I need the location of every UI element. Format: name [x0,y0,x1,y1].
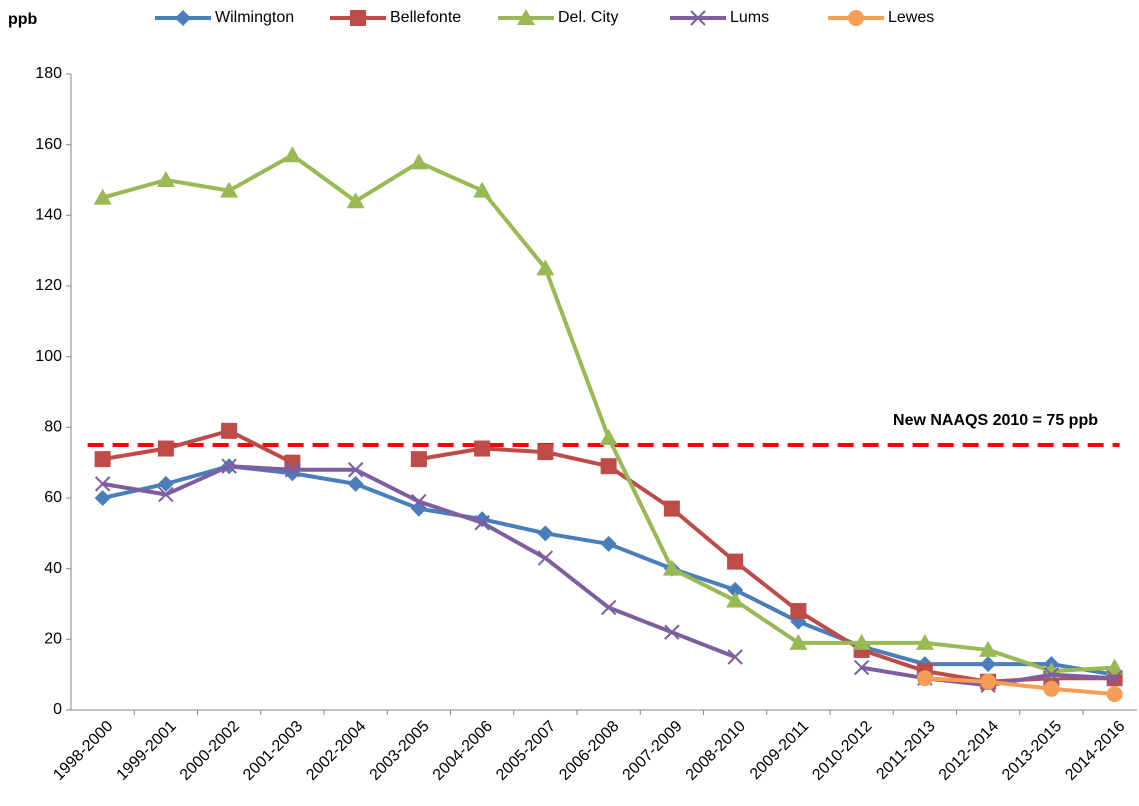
y-tick-label: 40 [44,560,62,577]
y-tick-label: 160 [35,136,62,153]
x-tick-label: 2012-2014 [936,718,1002,784]
legend-label: Wilmington [215,9,294,26]
point [347,462,364,478]
point [916,670,933,687]
x-tick-label: 2006-2008 [556,718,622,784]
y-tick-label: 60 [44,489,62,506]
x-tick-label: 2005-2007 [493,718,559,784]
point [517,9,535,25]
reference-label: New NAAQS 2010 = 75 ppb [893,412,1098,429]
series-line [102,464,1115,677]
x-tick-label: 2011-2013 [873,718,938,783]
y-tick-label: 0 [53,701,62,718]
point [726,591,745,608]
point [536,259,555,276]
legend-label: Lewes [888,9,934,26]
x-tick-label: 2007-2009 [620,718,686,784]
y-axis-label: ppb [8,11,38,28]
point [474,440,491,457]
legend-label: Lums [730,9,769,26]
x-tick-label: 2003-2005 [367,718,433,784]
point [690,10,706,26]
x-tick-label: 2004-2006 [430,718,496,784]
legend-label: Bellefonte [390,9,461,26]
x-tick-label: 2000-2002 [177,718,243,784]
x-tick-label: 1998-2000 [50,718,116,784]
point [157,475,174,492]
x-tick-label: 2002-2004 [303,718,369,784]
point [915,633,934,650]
point [600,458,617,475]
point [537,550,554,566]
x-tick-label: 1999-2001 [114,718,180,784]
point [600,599,617,616]
point [1105,658,1124,675]
point [94,451,111,468]
point [346,192,365,209]
point [727,649,743,665]
x-tick-label: 2010-2012 [809,718,875,784]
point [158,486,174,503]
point [727,581,744,598]
point [664,624,680,640]
series [916,670,1123,703]
point [789,633,808,650]
point [283,146,302,163]
point [411,493,427,510]
point [979,640,998,657]
point [156,171,175,187]
point [848,10,864,26]
point [409,153,428,170]
series-line [102,464,1115,688]
point [350,10,366,26]
x-tick-label: 2009-2011 [747,718,812,783]
point [473,181,492,198]
point [175,10,191,26]
point [410,451,427,468]
y-tick-label: 80 [44,419,62,436]
point [790,603,807,620]
point [662,559,681,576]
point [94,490,111,506]
point [537,525,554,542]
point [157,440,174,457]
y-tick-label: 120 [35,277,62,294]
x-tick-label: 2008-2010 [683,718,749,784]
point [1106,686,1123,703]
point [221,422,238,439]
point [852,633,871,650]
point [220,181,239,198]
point [1043,666,1060,683]
y-tick-label: 100 [35,348,62,365]
x-tick-label: 2001-2003 [240,718,306,784]
series [94,458,1123,693]
point [284,462,301,478]
x-tick-label: 2013-2015 [999,718,1065,784]
y-tick-label: 180 [35,65,62,82]
series-line [924,676,1115,697]
point [980,673,997,690]
point [221,458,237,474]
y-tick-label: 140 [35,207,62,224]
y-tick-label: 20 [44,631,62,648]
point [1106,670,1123,686]
point [663,500,680,517]
point [93,188,112,205]
point [600,535,617,552]
point [94,476,111,492]
point [347,475,364,492]
point [980,656,997,673]
point [853,659,870,676]
point [537,444,554,461]
point [727,553,744,570]
point [599,428,618,445]
legend-label: Del. City [558,9,618,26]
x-tick-label: 2014-2016 [1062,718,1128,784]
point [474,515,490,531]
point [1043,680,1060,697]
